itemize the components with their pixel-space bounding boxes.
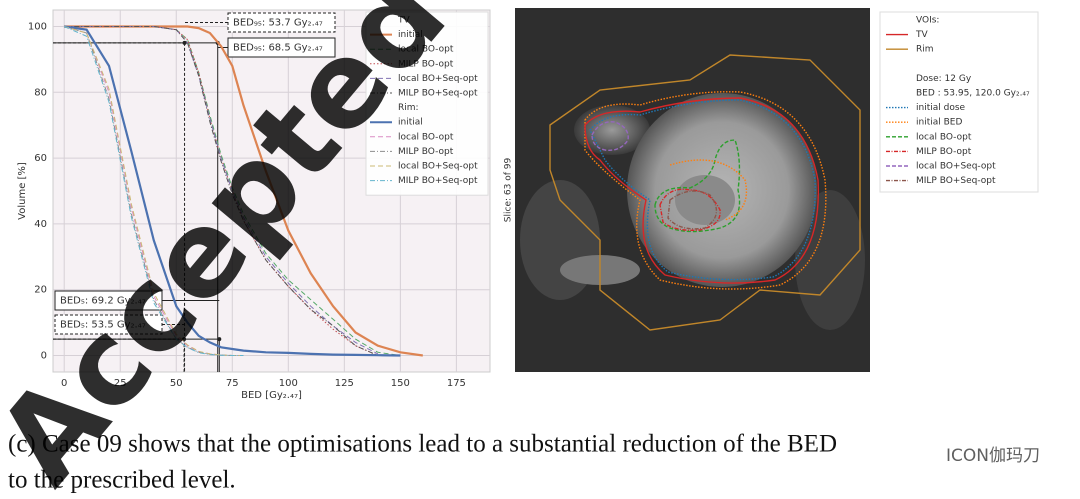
y-tick-label: 60	[34, 153, 47, 164]
x-tick-label: 125	[335, 378, 354, 389]
tissue	[675, 175, 735, 225]
caption-line: to the prescribed level.	[8, 467, 236, 494]
opt-contour	[654, 139, 741, 233]
legend-header: Rim:	[398, 103, 419, 113]
legend-box	[365, 11, 489, 196]
legend-label: local BO+Seq-opt	[398, 74, 478, 84]
legend-label: local BO-opt	[398, 132, 454, 142]
dose-contour	[589, 99, 816, 281]
annotation-label: BED₉₅: 53.7 Gy₂.₄₇	[233, 18, 323, 29]
annotation-box	[227, 37, 336, 58]
y-tick-label: 80	[34, 87, 47, 98]
x-tick-label: 0	[61, 378, 67, 389]
rim-contour	[549, 54, 861, 331]
annotation-box	[54, 314, 163, 335]
legend-label: local BO-opt	[916, 132, 972, 142]
legend-label: MILP BO-opt	[398, 59, 454, 69]
slice-legend-box	[879, 11, 1039, 193]
legend-label: Rim	[916, 45, 934, 55]
slice-legend: VOIs: TV Rim Dose: 12 Gy BED : 53.95, 120.0 …	[886, 16, 1030, 186]
annotation-label: BED₉₅: 68.5 Gy₂.₄₇	[233, 43, 323, 54]
legend-label: MILP BO+Seq-opt	[398, 89, 478, 99]
x-tick-label: 100	[279, 378, 298, 389]
caption-line: (c) Case 09 shows that the optimisations…	[8, 431, 837, 458]
legend-label: initial BED	[916, 118, 962, 128]
opt-contour	[667, 190, 718, 230]
series-line	[63, 26, 244, 356]
annotation-box	[227, 12, 336, 33]
bed-contour	[669, 159, 748, 221]
legend-label: MILP BO-opt	[916, 147, 972, 157]
legend-label: VOIs:	[916, 16, 939, 26]
y-tick-label: 100	[28, 21, 47, 32]
opt-contour	[659, 188, 721, 232]
legend-label: BED : 53.95, 120.0 Gy₂.₄₇	[916, 89, 1030, 99]
annotation-label: BED₅: 53.5 Gy₂.₄₇	[60, 320, 146, 331]
reference-point	[217, 337, 222, 342]
legend-label: MILP BO-opt	[398, 147, 454, 157]
x-axis-label: BED [Gy₂.₄₇]	[241, 390, 302, 401]
y-axis-label: Volume [%]	[17, 162, 28, 220]
tv-contour	[584, 97, 820, 284]
x-tick-label: 25	[114, 378, 127, 389]
legend-label: MILP BO+Seq-opt	[916, 176, 996, 186]
legend-label: local BO-opt	[398, 45, 454, 55]
badge: ICON伽玛刀	[946, 446, 1040, 466]
legend-label: TV	[915, 30, 928, 40]
legend-label: local BO+Seq-opt	[916, 162, 996, 172]
legend-label: initial dose	[916, 103, 966, 113]
legend-header: TV	[397, 16, 410, 26]
legend-label: initial	[398, 118, 423, 128]
legend-label: MILP BO+Seq-opt	[398, 176, 478, 186]
opt-contour	[591, 121, 629, 151]
y-tick-label: 0	[41, 351, 47, 362]
series-line	[64, 25, 401, 357]
annotation-label: BED₅: 69.2 Gy₂.₄₇	[60, 296, 146, 307]
legend-label: local BO+Seq-opt	[398, 162, 478, 172]
x-tick-label: 50	[170, 378, 183, 389]
legend-label: Dose: 12 Gy	[916, 74, 972, 84]
slice-panel: Slice: 63 of 99 VOIs: TV Rim Dose: 12 Gy BED…	[504, 8, 1039, 372]
annotation-box	[54, 290, 163, 311]
y-tick-label: 20	[34, 285, 47, 296]
contours	[549, 54, 861, 331]
x-tick-label: 175	[447, 378, 466, 389]
x-tick-label: 75	[226, 378, 239, 389]
y-tick-label: 40	[34, 219, 47, 230]
bed-contour	[584, 91, 827, 290]
slice-label: Slice: 63 of 99	[504, 158, 514, 223]
legend-label: initial	[398, 30, 423, 40]
series-line	[64, 26, 379, 356]
x-tick-label: 150	[391, 378, 410, 389]
